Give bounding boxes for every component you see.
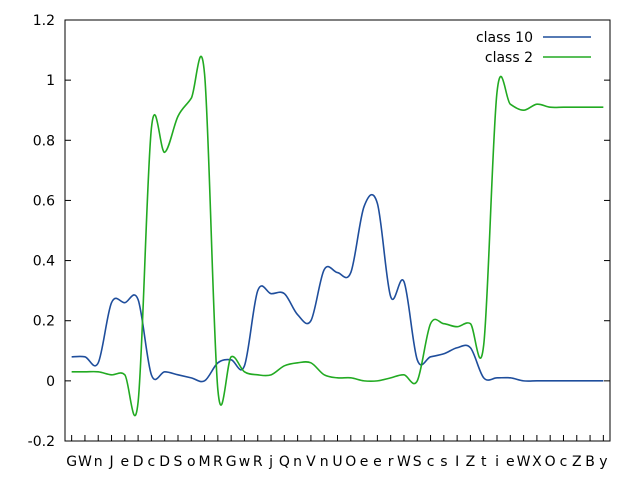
x-tick-label: r bbox=[388, 454, 394, 470]
x-tick-label: c bbox=[427, 454, 435, 470]
x-tick-label: G bbox=[66, 454, 77, 470]
legend-label: class 2 bbox=[485, 50, 533, 66]
x-tick-label: j bbox=[268, 454, 273, 470]
x-tick-label: n bbox=[320, 454, 329, 470]
x-tick-label: I bbox=[455, 454, 459, 470]
x-tick-label: W bbox=[517, 454, 531, 470]
x-tick-label: X bbox=[532, 454, 542, 470]
x-tick-label: e bbox=[360, 454, 369, 470]
x-tick-label: e bbox=[506, 454, 515, 470]
x-tick-label: U bbox=[332, 454, 342, 470]
x-tick-label: y bbox=[599, 454, 607, 470]
y-tick-label: 0.8 bbox=[33, 133, 55, 149]
x-tick-label: O bbox=[345, 454, 356, 470]
x-tick-label: n bbox=[293, 454, 302, 470]
series-line-class-2 bbox=[71, 55, 604, 417]
x-tick-label: c bbox=[148, 454, 156, 470]
x-tick-label: S bbox=[174, 454, 183, 470]
y-tick-label: 0.4 bbox=[33, 254, 55, 270]
x-tick-label: Z bbox=[466, 454, 476, 470]
x-tick-label: O bbox=[545, 454, 556, 470]
x-tick-label: D bbox=[159, 454, 170, 470]
x-tick-label: o bbox=[187, 454, 196, 470]
x-tick-label: w bbox=[239, 454, 250, 470]
x-tick-label: Q bbox=[279, 454, 290, 470]
legend: class 10 class 2 bbox=[476, 30, 591, 66]
x-tick-label: R bbox=[253, 454, 263, 470]
series-lines bbox=[71, 55, 604, 417]
x-tick-label: e bbox=[121, 454, 130, 470]
x-tick-label: B bbox=[585, 454, 595, 470]
x-tick-label: G bbox=[226, 454, 237, 470]
x-tick-label: e bbox=[373, 454, 382, 470]
x-tick-label: W bbox=[78, 454, 92, 470]
x-tick-label: i bbox=[495, 454, 499, 470]
legend-label: class 10 bbox=[476, 30, 533, 46]
y-tick-label: 1 bbox=[46, 73, 55, 89]
x-tick-label: M bbox=[199, 454, 211, 470]
x-tick-label: n bbox=[94, 454, 103, 470]
x-tick-label: J bbox=[108, 454, 113, 470]
x-tick-label: Z bbox=[572, 454, 582, 470]
y-tick-label: 0.6 bbox=[33, 193, 55, 209]
x-tick-label: V bbox=[306, 454, 316, 470]
x-tick-label: t bbox=[481, 454, 487, 470]
y-tick-label: 0 bbox=[46, 374, 55, 390]
x-tick-label: R bbox=[213, 454, 223, 470]
y-axis: -0.2 0 0.2 0.4 0.6 0.8 1 1.2 bbox=[28, 13, 610, 450]
series-line-class-10 bbox=[71, 193, 604, 383]
x-tick-label: s bbox=[440, 454, 447, 470]
x-tick-label: W bbox=[397, 454, 411, 470]
y-tick-label: -0.2 bbox=[28, 434, 55, 450]
y-tick-label: 0.2 bbox=[33, 314, 55, 330]
x-tick-label: c bbox=[560, 454, 568, 470]
y-tick-label: 1.2 bbox=[33, 13, 55, 29]
x-tick-label: S bbox=[413, 454, 422, 470]
x-tick-label: D bbox=[133, 454, 144, 470]
